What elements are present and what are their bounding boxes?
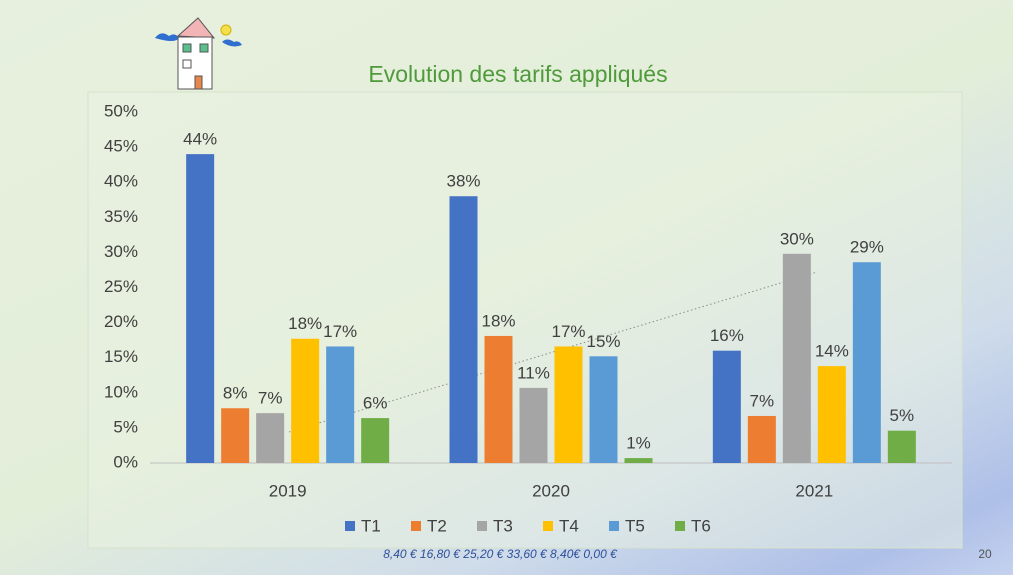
legend-label: T3 bbox=[493, 516, 513, 535]
house-icon bbox=[155, 18, 242, 89]
legend-swatch bbox=[543, 521, 553, 531]
y-tick-label: 20% bbox=[104, 312, 138, 331]
value-label: 17% bbox=[323, 322, 357, 341]
y-tick-label: 10% bbox=[104, 382, 138, 401]
legend-label: T4 bbox=[559, 516, 579, 535]
value-label: 16% bbox=[710, 326, 744, 345]
chart: Evolution des tarifs appliqués 8,40 € 16… bbox=[0, 0, 1013, 575]
legend-swatch bbox=[477, 521, 487, 531]
value-label: 11% bbox=[517, 363, 550, 382]
bar bbox=[326, 346, 354, 463]
value-label: 1% bbox=[626, 434, 651, 453]
bar bbox=[256, 413, 284, 463]
value-label: 44% bbox=[183, 130, 217, 149]
legend-label: T1 bbox=[361, 516, 381, 535]
bar bbox=[853, 262, 881, 463]
value-label: 5% bbox=[890, 406, 915, 425]
y-tick-label: 15% bbox=[104, 347, 138, 366]
y-tick-label: 40% bbox=[104, 172, 138, 191]
bar bbox=[818, 366, 846, 463]
bar bbox=[291, 339, 319, 463]
bar bbox=[520, 388, 548, 463]
legend-swatch bbox=[411, 521, 421, 531]
bar bbox=[485, 336, 513, 463]
legend-swatch bbox=[675, 521, 685, 531]
bar bbox=[783, 254, 811, 463]
bar bbox=[221, 408, 249, 463]
bar bbox=[186, 154, 214, 463]
x-tick-label: 2021 bbox=[795, 481, 833, 500]
y-tick-label: 35% bbox=[104, 207, 138, 226]
value-label: 18% bbox=[481, 311, 515, 330]
x-tick-label: 2019 bbox=[269, 481, 307, 500]
legend-label: T6 bbox=[691, 516, 711, 535]
value-label: 8% bbox=[223, 384, 248, 403]
page-number: 20 bbox=[978, 547, 992, 561]
bar bbox=[713, 351, 741, 463]
bar bbox=[888, 431, 916, 463]
y-tick-label: 50% bbox=[104, 101, 138, 120]
y-tick-label: 30% bbox=[104, 242, 138, 261]
value-label: 29% bbox=[850, 238, 884, 257]
chart-frame bbox=[88, 92, 962, 548]
y-tick-label: 25% bbox=[104, 277, 138, 296]
chart-title: Evolution des tarifs appliqués bbox=[368, 61, 667, 87]
y-tick-label: 0% bbox=[113, 452, 138, 471]
legend-swatch bbox=[609, 521, 619, 531]
x-tick-label: 2020 bbox=[532, 481, 570, 500]
y-tick-label: 5% bbox=[113, 417, 138, 436]
y-tick-label: 45% bbox=[104, 137, 138, 156]
bar bbox=[590, 356, 618, 463]
value-label: 7% bbox=[750, 391, 775, 410]
value-label: 30% bbox=[780, 229, 814, 248]
footnote: 8,40 € 16,80 € 25,20 € 33,60 € 8,40€ 0,0… bbox=[383, 547, 618, 561]
value-label: 14% bbox=[815, 342, 849, 361]
value-label: 17% bbox=[551, 322, 585, 341]
legend-swatch bbox=[345, 521, 355, 531]
value-label: 6% bbox=[363, 394, 388, 413]
value-label: 15% bbox=[586, 332, 620, 351]
slide: Evolution des tarifs appliqués 8,40 € 16… bbox=[0, 0, 1013, 575]
value-label: 7% bbox=[258, 389, 283, 408]
bar bbox=[555, 346, 583, 463]
legend-label: T2 bbox=[427, 516, 447, 535]
bar bbox=[361, 418, 389, 463]
value-label: 38% bbox=[446, 172, 480, 191]
value-label: 18% bbox=[288, 314, 322, 333]
bar bbox=[450, 196, 478, 463]
legend-label: T5 bbox=[625, 516, 645, 535]
bar bbox=[748, 416, 776, 463]
bar bbox=[625, 458, 653, 463]
